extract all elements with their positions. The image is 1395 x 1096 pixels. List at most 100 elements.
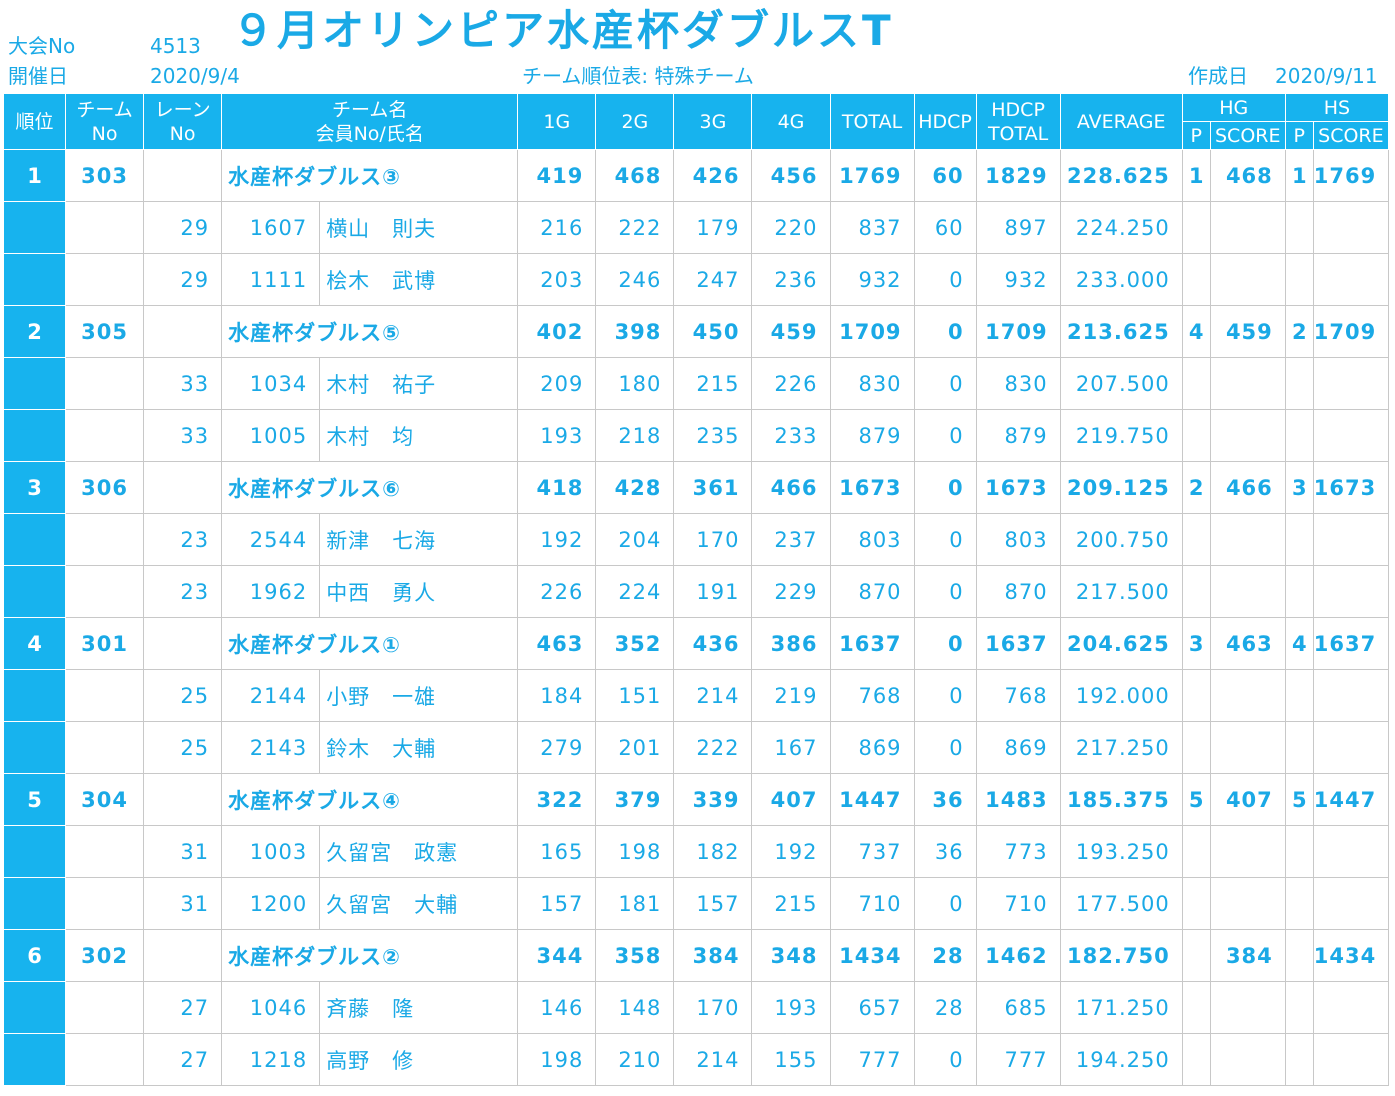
average-cell: 185.375 (1059, 773, 1183, 826)
lane-no-cell (143, 461, 223, 514)
lane-no-cell (143, 617, 223, 670)
average-cell: 224.250 (1059, 201, 1183, 254)
rank-cell (2, 825, 67, 878)
average-cell: 209.125 (1059, 461, 1183, 514)
hg-p-cell (1181, 253, 1211, 306)
hdcp-cell: 0 (913, 669, 977, 722)
game-4-cell: 167 (751, 721, 831, 774)
lane-no-cell (143, 773, 223, 826)
member-no-cell: 1962 (221, 565, 321, 618)
hg-score-cell (1209, 981, 1286, 1034)
hg-score-cell (1209, 409, 1286, 462)
lane-no-cell: 33 (143, 409, 223, 462)
total-cell: 837 (829, 201, 915, 254)
team-no-cell (65, 357, 145, 410)
hdcp-total-cell: 710 (975, 877, 1061, 930)
col-hs: HS (1284, 93, 1390, 122)
game-4-cell: 226 (751, 357, 831, 410)
member-name-cell: 木村 祐子 (319, 357, 519, 410)
hdcp-cell: 0 (913, 513, 977, 566)
team-no-cell (65, 669, 145, 722)
col-total: TOTAL (829, 93, 915, 150)
game-2-cell: 398 (595, 305, 675, 358)
hs-p-cell (1284, 721, 1314, 774)
team-name-cell: 水産杯ダブルス⑥ (221, 461, 519, 514)
hdcp-total-cell: 869 (975, 721, 1061, 774)
game-4-cell: 233 (751, 409, 831, 462)
game-2-cell: 218 (595, 409, 675, 462)
member-no-cell: 1046 (221, 981, 321, 1034)
hs-p-cell: 4 (1284, 617, 1314, 670)
total-cell: 879 (829, 409, 915, 462)
member-no-cell: 2143 (221, 721, 321, 774)
hg-score-cell (1209, 825, 1286, 878)
member-no-cell: 1005 (221, 409, 321, 462)
total-cell: 1447 (829, 773, 915, 826)
hdcp-cell: 0 (913, 305, 977, 358)
hs-p-cell: 2 (1284, 305, 1314, 358)
total-cell: 1434 (829, 929, 915, 982)
total-cell: 1709 (829, 305, 915, 358)
hdcp-total-cell: 1637 (975, 617, 1061, 670)
team-row: 4 301 水産杯ダブルス① 463 352 436 386 1637 0 1637 204.625… (2, 617, 1390, 670)
team-no-cell (65, 513, 145, 566)
lane-no-cell: 23 (143, 513, 223, 566)
hdcp-cell: 0 (913, 357, 977, 410)
member-name-cell: 鈴木 大輔 (319, 721, 519, 774)
hg-score-cell: 466 (1209, 461, 1286, 514)
game-1-cell: 418 (517, 461, 597, 514)
hg-p-cell (1181, 201, 1211, 254)
total-cell: 1637 (829, 617, 915, 670)
col-hs-p: P (1284, 121, 1314, 150)
game-2-cell: 246 (595, 253, 675, 306)
lane-no-cell (143, 929, 223, 982)
col-rank: 順位 (2, 93, 67, 150)
game-3-cell: 215 (673, 357, 753, 410)
member-name-cell: 高野 修 (319, 1033, 519, 1086)
lane-no-cell: 33 (143, 357, 223, 410)
hg-score-cell (1209, 357, 1286, 410)
hs-p-cell (1284, 513, 1314, 566)
game-1-cell: 419 (517, 149, 597, 202)
hs-score-cell: 1709 (1312, 305, 1390, 358)
member-name-cell: 久留宮 政憲 (319, 825, 519, 878)
game-4-cell: 215 (751, 877, 831, 930)
hs-score-cell: 1434 (1312, 929, 1390, 982)
team-no-cell (65, 253, 145, 306)
hs-score-cell (1312, 877, 1390, 930)
hdcp-total-cell: 1709 (975, 305, 1061, 358)
game-1-cell: 198 (517, 1033, 597, 1086)
member-name-cell: 横山 則夫 (319, 201, 519, 254)
hdcp-total-cell: 685 (975, 981, 1061, 1034)
team-no-cell (65, 721, 145, 774)
hs-score-cell (1312, 201, 1390, 254)
hs-score-cell (1312, 565, 1390, 618)
team-no-cell: 302 (65, 929, 145, 982)
game-2-cell: 204 (595, 513, 675, 566)
rank-cell (2, 409, 67, 462)
rank-cell: 1 (2, 149, 67, 202)
hg-score-cell: 407 (1209, 773, 1286, 826)
game-1-cell: 193 (517, 409, 597, 462)
col-3g: 3G (673, 93, 753, 150)
team-row: 1 303 水産杯ダブルス③ 419 468 426 456 1769 60 1829 228.62… (2, 149, 1390, 202)
game-1-cell: 209 (517, 357, 597, 410)
hdcp-total-cell: 777 (975, 1033, 1061, 1086)
hdcp-cell: 0 (913, 721, 977, 774)
event-date: 2020/9/4 (150, 64, 240, 88)
member-row: 31 1200 久留宮 大輔 157 181 157 215 710 0 710 177.500 (2, 877, 1390, 930)
game-4-cell: 456 (751, 149, 831, 202)
hg-p-cell (1181, 721, 1211, 774)
game-1-cell: 203 (517, 253, 597, 306)
hg-p-cell: 3 (1181, 617, 1211, 670)
game-2-cell: 379 (595, 773, 675, 826)
hg-p-cell: 4 (1181, 305, 1211, 358)
col-hs-score: SCORE (1312, 121, 1390, 150)
hg-score-cell (1209, 201, 1286, 254)
hdcp-cell: 36 (913, 825, 977, 878)
average-cell: 228.625 (1059, 149, 1183, 202)
hdcp-total-cell: 897 (975, 201, 1061, 254)
col-average: AVERAGE (1059, 93, 1183, 150)
hs-p-cell (1284, 565, 1314, 618)
team-no-cell (65, 565, 145, 618)
